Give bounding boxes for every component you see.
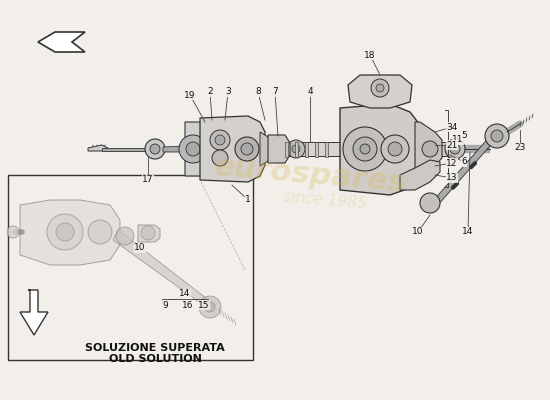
Bar [325, 142, 328, 157]
Circle shape [381, 135, 409, 163]
Polygon shape [260, 132, 272, 166]
Polygon shape [272, 142, 340, 156]
Polygon shape [102, 148, 148, 151]
Circle shape [56, 223, 74, 241]
Circle shape [450, 144, 460, 154]
Text: 9: 9 [162, 300, 168, 310]
Text: 21: 21 [446, 140, 458, 150]
Bar [295, 142, 298, 157]
Bar [305, 142, 308, 157]
Polygon shape [200, 116, 265, 182]
Text: 10: 10 [412, 228, 424, 236]
Circle shape [212, 150, 228, 166]
Text: 6: 6 [461, 158, 467, 166]
Text: 7: 7 [272, 88, 278, 96]
Text: 1: 1 [245, 196, 251, 204]
Circle shape [205, 302, 215, 312]
Circle shape [179, 135, 207, 163]
Text: 10: 10 [134, 244, 146, 252]
Text: 18: 18 [364, 50, 376, 60]
Text: 12: 12 [446, 158, 458, 168]
Text: 14: 14 [463, 228, 474, 236]
Circle shape [292, 145, 300, 153]
Circle shape [371, 79, 389, 97]
Text: 13: 13 [446, 174, 458, 182]
Circle shape [287, 140, 305, 158]
Bar [315, 142, 318, 157]
Polygon shape [432, 134, 497, 206]
Circle shape [485, 124, 509, 148]
Circle shape [210, 130, 230, 150]
Circle shape [343, 127, 387, 171]
Text: 23: 23 [514, 144, 526, 152]
Circle shape [150, 144, 160, 154]
Text: 16: 16 [182, 300, 194, 310]
Polygon shape [348, 75, 412, 108]
Polygon shape [340, 104, 420, 195]
Text: SOLUZIONE SUPERATA: SOLUZIONE SUPERATA [85, 343, 225, 353]
Text: 5: 5 [461, 130, 467, 140]
Text: 2: 2 [207, 88, 213, 96]
Circle shape [445, 139, 465, 159]
Circle shape [116, 227, 134, 245]
Circle shape [7, 226, 19, 238]
Text: 8: 8 [255, 88, 261, 96]
Text: since 1985: since 1985 [283, 189, 367, 211]
Circle shape [199, 296, 221, 318]
Text: 4: 4 [307, 88, 313, 96]
Text: 17: 17 [142, 176, 154, 184]
Circle shape [360, 144, 370, 154]
Polygon shape [20, 290, 48, 335]
Circle shape [47, 214, 83, 250]
Bar [8, 175, 253, 360]
Polygon shape [113, 230, 215, 310]
Circle shape [235, 137, 259, 161]
Text: 15: 15 [198, 300, 210, 310]
Circle shape [353, 137, 377, 161]
Circle shape [88, 220, 112, 244]
Polygon shape [20, 200, 120, 265]
Circle shape [491, 130, 503, 142]
Circle shape [145, 139, 165, 159]
Polygon shape [38, 32, 85, 52]
Text: OLD SOLUTION: OLD SOLUTION [108, 354, 201, 364]
Text: 14: 14 [179, 290, 191, 298]
Text: 19: 19 [184, 90, 196, 100]
Polygon shape [415, 122, 442, 175]
Polygon shape [400, 160, 440, 190]
Circle shape [420, 193, 440, 213]
Circle shape [388, 142, 402, 156]
Circle shape [241, 143, 253, 155]
Circle shape [141, 226, 155, 240]
Polygon shape [415, 142, 450, 156]
Circle shape [376, 84, 384, 92]
Text: 3: 3 [225, 88, 231, 96]
Text: 11: 11 [452, 136, 464, 144]
Bar [285, 142, 288, 157]
Polygon shape [268, 135, 290, 163]
Circle shape [215, 135, 225, 145]
Text: 34: 34 [446, 122, 458, 132]
Polygon shape [88, 145, 108, 151]
Polygon shape [138, 225, 160, 242]
Circle shape [422, 141, 438, 157]
Polygon shape [163, 146, 185, 152]
Polygon shape [185, 122, 205, 176]
Text: eurospares: eurospares [213, 152, 407, 198]
Circle shape [186, 142, 200, 156]
